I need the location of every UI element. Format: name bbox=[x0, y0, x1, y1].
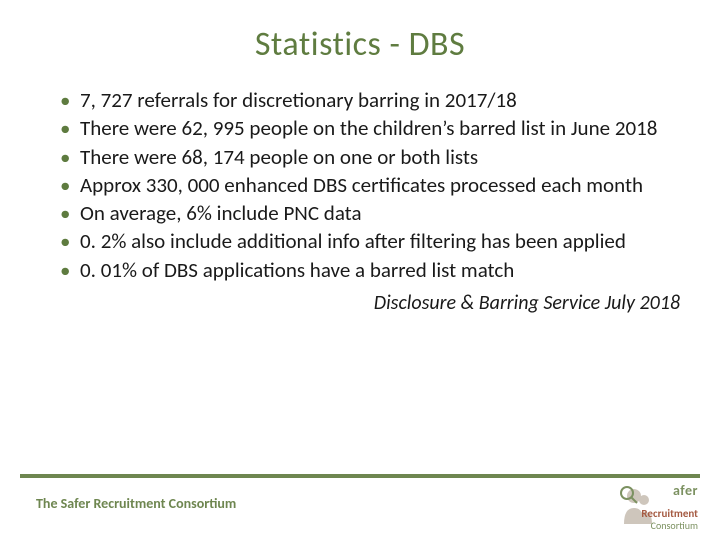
slide-title: Statistics - DBS bbox=[36, 24, 684, 65]
logo-text-3: Consortium bbox=[651, 519, 698, 532]
bullet-item: 0. 01% of DBS applications have a barred… bbox=[60, 257, 684, 283]
footer-text: The Safer Recruitment Consortium bbox=[36, 495, 236, 512]
bullet-item: Approx 330, 000 enhanced DBS certificate… bbox=[60, 172, 684, 198]
bullet-item: 0. 2% also include additional info after… bbox=[60, 228, 684, 254]
bullet-item: On average, 6% include PNC data bbox=[60, 200, 684, 226]
bullet-item: There were 62, 995 people on the childre… bbox=[60, 115, 684, 141]
slide: Statistics - DBS 7, 727 referrals for di… bbox=[0, 0, 720, 540]
attribution-text: Disclosure & Barring Service July 2018 bbox=[36, 291, 684, 315]
bullet-item: 7, 727 referrals for discretionary barri… bbox=[60, 87, 684, 113]
bullet-item: There were 68, 174 people on one or both… bbox=[60, 144, 684, 170]
bullet-list: 7, 727 referrals for discretionary barri… bbox=[36, 87, 684, 283]
logo: afer Recruitment Consortium bbox=[620, 480, 700, 530]
footer-divider bbox=[20, 474, 700, 478]
logo-text-1: afer bbox=[673, 482, 698, 499]
